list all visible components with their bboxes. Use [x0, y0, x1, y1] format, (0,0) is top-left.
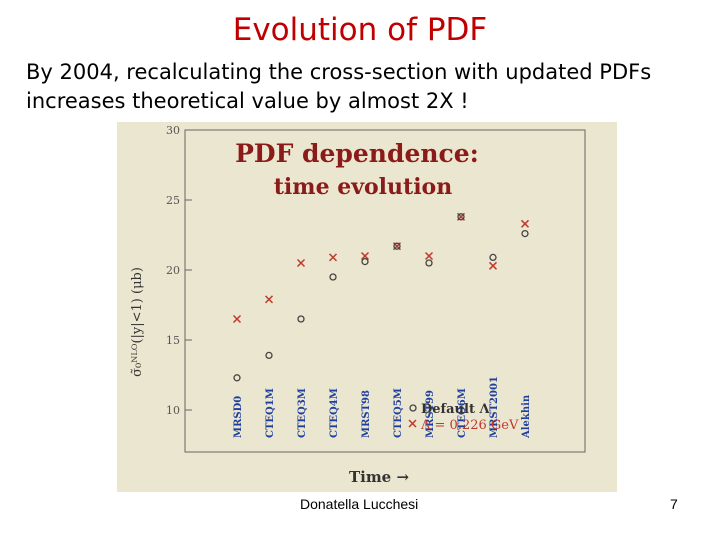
page-number: 7: [670, 496, 678, 512]
lambda-point: [424, 251, 434, 261]
pdf-label: MRST99: [425, 390, 436, 438]
y-tick-label: 25: [166, 194, 180, 207]
pdf-label: CTEQ6M: [457, 388, 468, 438]
pdf-labels: MRSD0 CTEQ1M CTEQ3M CTEQ4M MRST98 CTEQ5M MRST9…: [233, 376, 532, 439]
pdf-label: Alekhin: [521, 394, 532, 439]
subtitle-line-2: increases theoretical value by almost 2X…: [26, 89, 469, 113]
slide-subtitle: By 2004, recalculating the cross-section…: [26, 58, 716, 116]
default-point: [393, 242, 401, 250]
default-point: [297, 315, 305, 323]
default-point: [265, 351, 273, 360]
y-tick-label: 30: [166, 124, 180, 137]
pdf-label: MRSD0: [233, 396, 244, 438]
legend-lambda-cross: [408, 419, 417, 428]
plot-frame: [184, 129, 586, 453]
lambda-point: [328, 253, 338, 262]
legend-default-label: Default Λ: [421, 402, 490, 417]
y-tick-label: 20: [166, 264, 180, 277]
y-axis-label: σ̃₀ᴺᴸᴼ(|y|<1) (μb): [130, 267, 145, 377]
default-point: [233, 374, 241, 382]
chart-svg: PDF dependence: time evolution σ̃₀ᴺᴸᴼ(|y…: [117, 122, 617, 492]
pdf-label: MRST2001: [489, 376, 500, 438]
lambda-point: [488, 261, 498, 270]
plot-background: [117, 122, 617, 492]
lambda-point: [264, 295, 274, 304]
legend: Default Λ Λ = 0.226 GeV: [408, 402, 519, 433]
default-point: [425, 259, 433, 267]
lambda-point: [520, 219, 530, 228]
x-axis-label: Time →: [349, 468, 409, 486]
y-tick-label: 15: [166, 334, 180, 347]
legend-lambda-label: Λ = 0.226 GeV: [420, 418, 519, 433]
y-ticks: 10 15 20 25 30: [166, 124, 192, 417]
chart-title-line-1: PDF dependence:: [235, 139, 479, 168]
lambda-point: [360, 251, 370, 261]
footer-author: Donatella Lucchesi: [300, 496, 419, 512]
subtitle-line-1: By 2004, recalculating the cross-section…: [26, 60, 652, 84]
pdf-label: CTEQ1M: [265, 388, 276, 438]
y-tick-label: 10: [166, 404, 180, 417]
legend-default-circle: [409, 404, 417, 412]
default-point: [521, 229, 529, 238]
lambda-point: [232, 314, 242, 324]
lambda-point: [296, 258, 306, 268]
pdf-label: CTEQ5M: [393, 388, 404, 438]
pdf-label: CTEQ4M: [329, 388, 340, 438]
data-points: [232, 212, 530, 382]
slide-title: Evolution of PDF: [232, 12, 488, 48]
pdf-label: MRST98: [361, 390, 372, 438]
default-point: [457, 213, 465, 221]
pdf-label: CTEQ3M: [297, 388, 308, 438]
default-point: [329, 273, 337, 281]
default-point: [489, 253, 497, 262]
chart-title-line-2: time evolution: [274, 174, 452, 200]
pdf-dependence-plot: PDF dependence: time evolution σ̃₀ᴺᴸᴼ(|y…: [117, 122, 617, 492]
default-point: [361, 257, 369, 266]
